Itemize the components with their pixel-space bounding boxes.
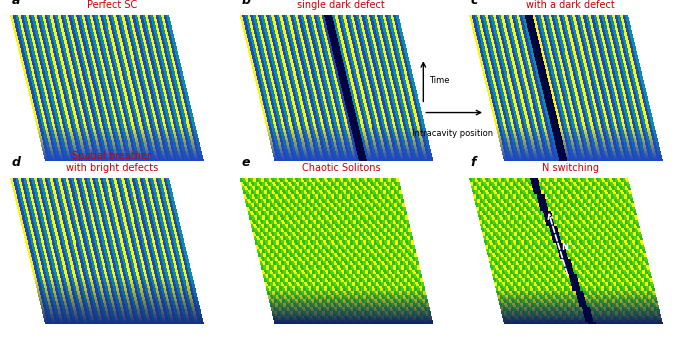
Text: Spatial breather
with bright defects: Spatial breather with bright defects bbox=[66, 151, 158, 173]
Text: d: d bbox=[12, 157, 21, 170]
Text: Chaotic Solitons: Chaotic Solitons bbox=[302, 163, 381, 173]
Text: N switching: N switching bbox=[543, 163, 599, 173]
Text: e: e bbox=[241, 157, 249, 170]
Text: Intracavity position: Intracavity position bbox=[412, 129, 493, 138]
Text: b: b bbox=[241, 0, 250, 7]
Text: SC with
single dark defect: SC with single dark defect bbox=[297, 0, 385, 10]
Text: c: c bbox=[471, 0, 478, 7]
Text: a: a bbox=[12, 0, 20, 7]
Text: f: f bbox=[471, 157, 476, 170]
Text: Perfect SC: Perfect SC bbox=[87, 0, 137, 10]
Text: Time: Time bbox=[429, 76, 449, 84]
Text: Spatial breather
with a dark defect: Spatial breather with a dark defect bbox=[526, 0, 615, 10]
Text: N: N bbox=[561, 243, 568, 253]
